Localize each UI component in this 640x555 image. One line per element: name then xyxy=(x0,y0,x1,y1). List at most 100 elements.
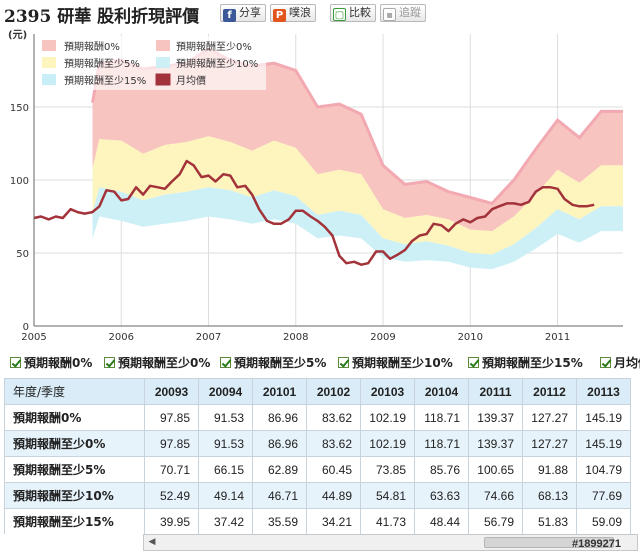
legend-box xyxy=(36,36,266,90)
legend-swatch xyxy=(155,73,171,86)
x-tick-label: 2008 xyxy=(283,332,308,343)
table-period-header: 20113 xyxy=(576,378,631,405)
plurk-label: 噗浪 xyxy=(289,6,311,19)
table-cell: 83.62 xyxy=(306,430,361,457)
price-line xyxy=(33,159,595,266)
compare-label: 比較 xyxy=(349,6,371,19)
table-period-header: 20102 xyxy=(306,378,361,405)
x-tick-label: 2006 xyxy=(109,332,134,343)
table-row-label: 預期報酬至少5% xyxy=(4,456,145,483)
table-cell: 145.19 xyxy=(576,430,631,457)
table-period-header: 20094 xyxy=(198,378,253,405)
legend-label: 預期報酬0% xyxy=(64,41,120,53)
plurk-icon: P xyxy=(273,9,286,22)
table-cell: 73.85 xyxy=(360,456,415,483)
series-toggle-checkbox[interactable]: 預期報酬0% xyxy=(10,354,92,371)
table-cell: 44.89 xyxy=(306,482,361,509)
legend-label: 預期報酬至少5% xyxy=(64,58,140,70)
table-cell: 104.79 xyxy=(576,456,631,483)
checkbox-checked-icon xyxy=(468,357,479,368)
x-tick-label: 2010 xyxy=(458,332,483,343)
table-cell: 39.95 xyxy=(144,508,199,534)
compare-icon: ▢ xyxy=(333,8,346,21)
legend-swatch xyxy=(42,40,56,51)
table-row: 預期報酬0% 97.85 91.53 86.96 83.62 102.19 118.71 13… xyxy=(4,404,631,431)
checkbox-checked-icon xyxy=(10,357,21,368)
checkbox-checked-icon xyxy=(600,357,611,368)
table-row: 預期報酬至少5% 70.71 66.15 62.89 60.45 73.85 85.76 10… xyxy=(4,456,631,483)
table-cell: 102.19 xyxy=(360,404,415,431)
table-header-label: 年度/季度 xyxy=(4,378,145,405)
x-tick-label: 2009 xyxy=(370,332,395,343)
valuation-table: 年度/季度 20093 20094 20101 20102 20103 20104 20111… xyxy=(4,378,631,534)
band-10pct-area xyxy=(92,187,623,270)
chart: 0 50 100 150 2005 2006 2007 2008 2009 2010 2011 (元)… xyxy=(8,29,623,343)
table-row: 預期報酬至少15% 39.95 37.42 35.59 34.21 41.73 48.44 5… xyxy=(4,508,631,534)
series-toggle-checkbox[interactable]: 月均價 xyxy=(600,354,640,371)
share-button[interactable]: f 分享 xyxy=(220,4,266,22)
table-cell: 97.85 xyxy=(144,404,199,431)
y-tick-label: 100 xyxy=(10,176,29,187)
table-period-header: 20103 xyxy=(360,378,415,405)
header: 2395 研華 股利折現評價 f 分享 P 噗浪 ▢ 比較 ▪ 追蹤 xyxy=(0,0,640,27)
facebook-icon: f xyxy=(223,9,236,22)
table-row-label: 預期報酬至少10% xyxy=(4,482,145,509)
chart-axes: 0 50 100 150 2005 2006 2007 2008 2009 2010 2011 (元) xyxy=(8,29,623,343)
series-toggle-label: 預期報酬至少0% xyxy=(118,356,211,370)
legend-label: 月均價 xyxy=(176,74,206,87)
watermark: #1899271 xyxy=(572,538,621,550)
table-row-label: 預期報酬0% xyxy=(4,404,145,431)
series-toggle-checkbox[interactable]: 預期報酬至少0% xyxy=(104,354,210,371)
x-tick-label: 2011 xyxy=(545,332,570,343)
legend-label: 預期報酬至少10% xyxy=(176,58,258,70)
series-toggle-label: 預期報酬至少5% xyxy=(234,356,327,370)
table-cell: 102.19 xyxy=(360,430,415,457)
table-cell: 100.65 xyxy=(468,456,523,483)
legend-swatch xyxy=(156,57,170,68)
table-cell: 46.71 xyxy=(252,482,307,509)
share-label: 分享 xyxy=(239,6,261,19)
x-tick-label: 2007 xyxy=(196,332,221,343)
table-row-label: 預期報酬至少15% xyxy=(4,508,145,534)
scroll-thumb[interactable] xyxy=(484,537,614,548)
table-cell: 66.15 xyxy=(198,456,253,483)
series-toggle-checkbox[interactable]: 預期報酬至少15% xyxy=(468,354,583,371)
compare-button[interactable]: ▢ 比較 xyxy=(330,4,376,22)
table-cell: 52.49 xyxy=(144,482,199,509)
table-period-header: 20111 xyxy=(468,378,523,405)
series-toggle-checkbox[interactable]: 預期報酬至少5% xyxy=(220,354,326,371)
table-cell: 139.37 xyxy=(468,430,523,457)
series-toggle-label: 月均價 xyxy=(614,356,640,370)
table-cell: 77.69 xyxy=(576,482,631,509)
plurk-button[interactable]: P 噗浪 xyxy=(270,4,316,22)
table-horizontal-scrollbar[interactable]: ◀ xyxy=(143,534,638,551)
table-cell: 139.37 xyxy=(468,404,523,431)
table-cell: 51.83 xyxy=(522,508,577,534)
valuation-table-wrap: 年度/季度 20093 20094 20101 20102 20103 20104 20111… xyxy=(4,378,638,534)
legend-label: 預期報酬至少0% xyxy=(176,41,252,53)
checkbox-checked-icon xyxy=(338,357,349,368)
table-cell: 35.59 xyxy=(252,508,307,534)
table-cell: 91.53 xyxy=(198,430,253,457)
track-button[interactable]: ▪ 追蹤 xyxy=(380,4,426,22)
band-5pct-area xyxy=(92,136,623,255)
series-toggle-checkbox[interactable]: 預期報酬至少10% xyxy=(338,354,453,371)
band-0pct-area xyxy=(92,48,623,232)
y-tick-label: 50 xyxy=(16,249,29,260)
table-cell: 63.63 xyxy=(414,482,469,509)
legend-swatch xyxy=(42,57,56,68)
table-cell: 145.19 xyxy=(576,404,631,431)
table-cell: 37.42 xyxy=(198,508,253,534)
table-cell: 91.88 xyxy=(522,456,577,483)
table-cell: 59.09 xyxy=(576,508,631,534)
table-period-header: 20112 xyxy=(522,378,577,405)
scroll-left-arrow-icon[interactable]: ◀ xyxy=(148,537,156,547)
series-toggle-bar: 預期報酬0% 預期報酬至少0% 預期報酬至少5% 預期報酬至少10% 預期報酬至少15%… xyxy=(0,352,640,374)
page-title: 2395 研華 股利折現評價 xyxy=(4,7,200,27)
table-cell: 56.79 xyxy=(468,508,523,534)
table-cell: 62.89 xyxy=(252,456,307,483)
series-toggle-label: 預期報酬0% xyxy=(24,356,93,370)
y-tick-label: 150 xyxy=(10,103,29,114)
checkbox-checked-icon xyxy=(220,357,231,368)
table-cell: 34.21 xyxy=(306,508,361,534)
